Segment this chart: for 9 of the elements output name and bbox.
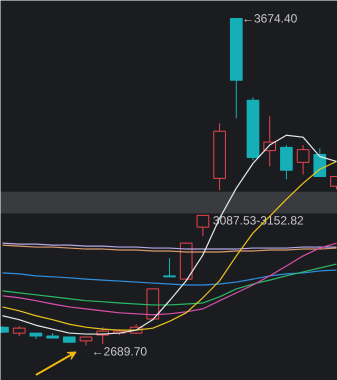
candlestick	[146, 288, 160, 320]
candlestick	[263, 116, 276, 167]
candlestick	[163, 258, 176, 278]
annotation: ←2689.70	[92, 344, 148, 359]
candlestick	[196, 214, 210, 237]
candlestick	[213, 122, 226, 191]
annotation: ←3674.40	[242, 11, 298, 26]
candlestick	[280, 144, 293, 180]
candlestick	[180, 242, 193, 280]
